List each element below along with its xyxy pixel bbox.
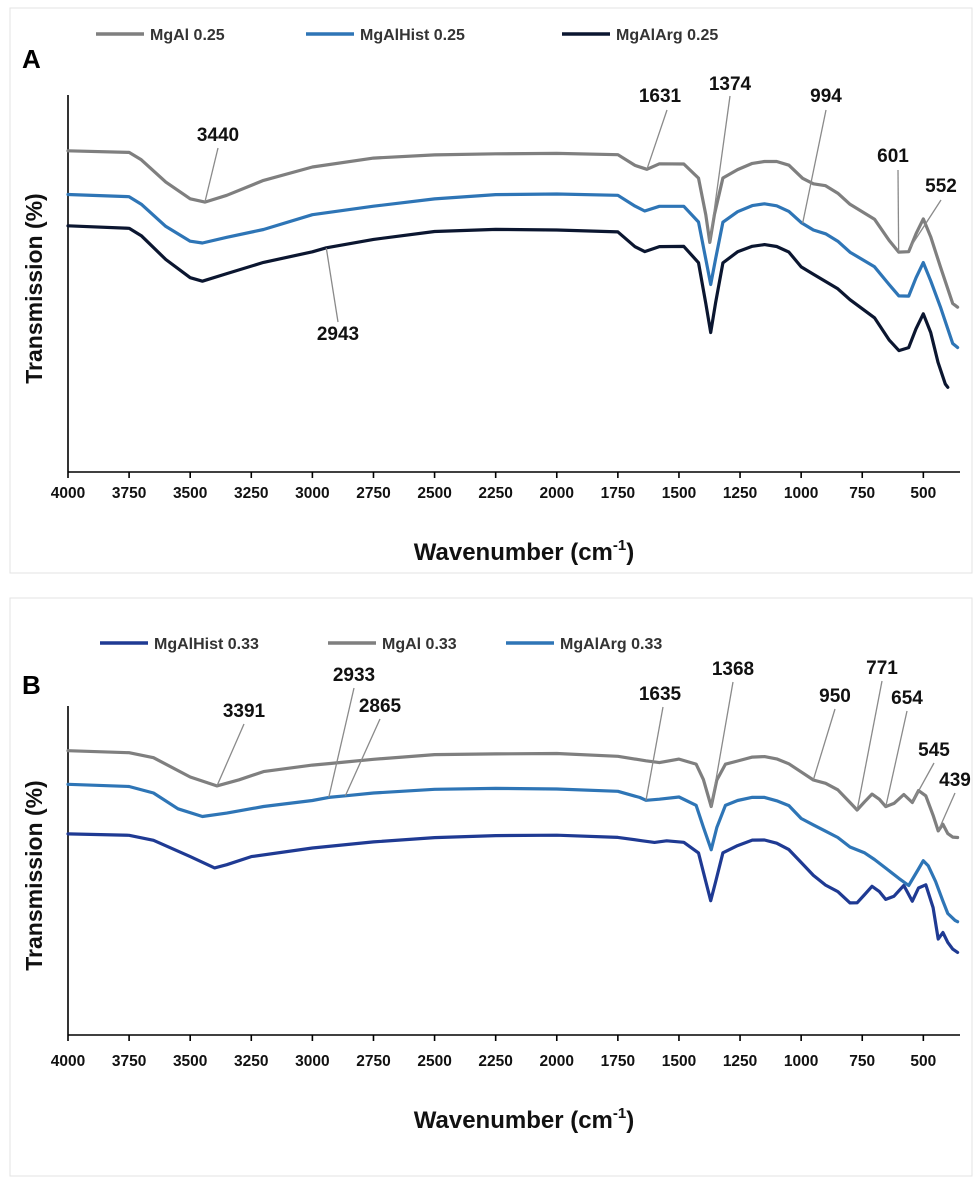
panel-b-label: B <box>22 670 41 700</box>
annotation-leader-b <box>856 680 883 811</box>
annotation-leader-b <box>911 762 935 803</box>
x-tick-label-b: 750 <box>849 1053 875 1070</box>
x-tick-label-b: 2750 <box>356 1053 390 1070</box>
annotation-label-b: 1635 <box>639 684 682 705</box>
legend-entry-b: MgAl 0.33 <box>382 636 457 653</box>
x-axis-title-b: Wavenumber (cm-1) <box>414 1105 635 1134</box>
annotation-leader-a <box>801 109 827 224</box>
annotation-leader-a <box>646 109 668 170</box>
x-tick-label-a: 500 <box>910 485 936 502</box>
legend-entry-a: MgAlHist 0.25 <box>360 27 465 44</box>
annotation-leader-a <box>325 248 339 323</box>
annotation-label-b: 2865 <box>359 696 402 717</box>
annotation-leader-a <box>204 147 219 203</box>
x-tick-label-b: 4000 <box>51 1053 85 1070</box>
annotation-label-a: 994 <box>810 86 842 107</box>
x-tick-label-a: 3500 <box>173 485 207 502</box>
y-axis-title-a: Transmission (%) <box>21 193 47 383</box>
annotation-label-a: 601 <box>877 146 909 167</box>
x-tick-label-a: 1000 <box>784 485 818 502</box>
x-tick-label-b: 1000 <box>784 1053 818 1070</box>
annotation-leader-b <box>937 792 956 832</box>
panel-a-label: A <box>22 44 41 74</box>
annotation-leader-b <box>328 687 355 798</box>
x-tick-label-b: 3250 <box>234 1053 268 1070</box>
x-tick-label-b: 2000 <box>540 1053 574 1070</box>
annotation-leader-a <box>709 95 731 243</box>
x-tick-label-b: 1750 <box>601 1053 635 1070</box>
x-tick-label-a: 3000 <box>295 485 329 502</box>
x-tick-label-b: 3750 <box>112 1053 146 1070</box>
panel-b-frame <box>9 597 973 1177</box>
x-tick-label-a: 3750 <box>112 485 146 502</box>
annotation-label-a: 2943 <box>317 324 359 345</box>
legend-entry-b: MgAlHist 0.33 <box>154 636 259 653</box>
annotation-leader-b <box>645 706 664 801</box>
x-tick-label-b: 500 <box>910 1053 936 1070</box>
legend-entry-a: MgAlArg 0.25 <box>616 27 718 44</box>
annotation-label-b: 3391 <box>223 701 266 722</box>
series-line-b-0 <box>66 832 960 954</box>
legend-entry-a: MgAl 0.25 <box>150 27 225 44</box>
annotation-label-b: 2933 <box>333 665 375 686</box>
series-line-a-0 <box>66 149 960 309</box>
series-line-b-2 <box>66 782 960 924</box>
panel-a-frame <box>9 7 973 574</box>
x-tick-label-b: 1500 <box>662 1053 696 1070</box>
annotation-leader-b <box>812 708 836 780</box>
annotation-leader-a <box>897 169 900 252</box>
annotation-label-b: 771 <box>866 658 898 679</box>
series-line-a-1 <box>66 192 960 350</box>
legend-entry-b: MgAlArg 0.33 <box>560 636 662 653</box>
annotation-label-b: 545 <box>918 740 950 761</box>
x-tick-label-a: 2500 <box>417 485 451 502</box>
annotation-label-b: 654 <box>891 688 923 709</box>
annotation-leader-b <box>216 723 245 787</box>
x-tick-label-a: 3250 <box>234 485 268 502</box>
annotation-label-a: 1374 <box>709 74 752 95</box>
annotation-leader-b <box>885 710 908 808</box>
x-axis-title-a: Wavenumber (cm-1) <box>414 537 635 566</box>
x-tick-label-a: 4000 <box>51 485 85 502</box>
x-tick-label-a: 2250 <box>478 485 512 502</box>
annotation-leader-b <box>344 718 381 797</box>
x-tick-label-b: 3000 <box>295 1053 329 1070</box>
annotation-label-b: 950 <box>819 686 851 707</box>
x-tick-label-b: 2500 <box>417 1053 451 1070</box>
annotation-label-b: 1368 <box>712 659 754 680</box>
x-tick-label-a: 1250 <box>723 485 757 502</box>
y-axis-title-b: Transmission (%) <box>21 780 47 970</box>
x-tick-label-a: 1750 <box>601 485 635 502</box>
annotation-label-b: 439 <box>939 770 971 791</box>
annotation-label-a: 552 <box>925 176 957 197</box>
x-tick-label-a: 750 <box>849 485 875 502</box>
series-line-a-2 <box>66 224 950 389</box>
series-line-b-1 <box>66 749 960 840</box>
x-tick-label-b: 3500 <box>173 1053 207 1070</box>
annotation-leader-a <box>910 199 942 248</box>
x-tick-label-a: 1500 <box>662 485 696 502</box>
annotation-label-a: 1631 <box>639 86 682 107</box>
annotation-label-a: 3440 <box>197 125 239 146</box>
x-tick-label-a: 2000 <box>540 485 574 502</box>
annotation-leader-b <box>710 681 734 808</box>
x-tick-label-a: 2750 <box>356 485 390 502</box>
x-tick-label-b: 2250 <box>478 1053 512 1070</box>
x-tick-label-b: 1250 <box>723 1053 757 1070</box>
